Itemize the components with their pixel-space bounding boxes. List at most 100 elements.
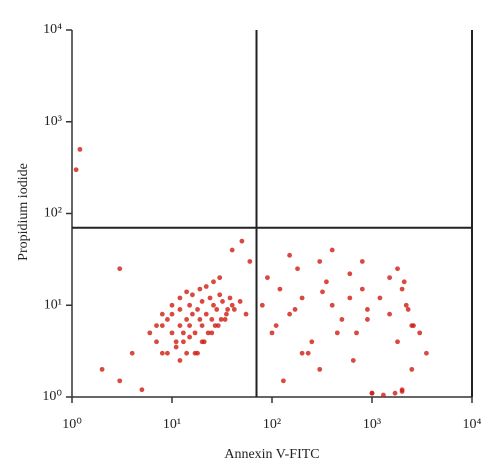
event-dot (199, 323, 205, 329)
event-dot (99, 366, 105, 372)
event-dot (203, 311, 209, 317)
event-dot (395, 266, 400, 272)
event-dot (329, 247, 335, 253)
event-dot (334, 330, 340, 336)
y-tick-label: 10⁴ (43, 22, 62, 37)
event-dot (177, 323, 183, 329)
event-dot (299, 350, 305, 356)
event-dot (117, 378, 123, 384)
event-dot (180, 339, 186, 345)
x-tick-label: 10⁴ (463, 417, 482, 432)
event-dot (187, 302, 193, 308)
event-dot (169, 330, 175, 336)
event-dot (199, 299, 205, 304)
event-dot (173, 339, 179, 345)
event-dot (169, 311, 175, 317)
event-dot (203, 284, 209, 289)
event-dot (399, 389, 405, 394)
event-dot (401, 279, 407, 285)
event-dot (192, 330, 198, 336)
event-dot (217, 275, 223, 281)
event-dot (403, 302, 409, 308)
x-tick-label: 10¹ (163, 417, 181, 432)
event-dot (292, 307, 298, 312)
event-dot (220, 299, 225, 304)
event-dot (309, 339, 315, 345)
event-dot (354, 330, 359, 336)
event-dot (195, 350, 200, 356)
event-dot (265, 275, 270, 281)
event-dot (225, 307, 231, 312)
event-dot (347, 271, 353, 277)
event-dot (350, 358, 356, 363)
y-tick-label: 10² (44, 206, 62, 221)
event-dot (173, 344, 179, 350)
event-dot (159, 323, 165, 329)
event-dot (320, 289, 325, 295)
event-dot (222, 317, 228, 322)
event-dot (324, 279, 329, 285)
event-dot (159, 350, 165, 356)
event-dot (280, 378, 286, 384)
event-dot (392, 390, 398, 396)
event-dot (205, 330, 211, 336)
event-dot (154, 339, 159, 345)
event-dot (177, 307, 183, 312)
event-dot (365, 307, 370, 312)
event-dot (395, 339, 400, 345)
event-dot (209, 317, 215, 322)
y-tick-label: 10¹ (44, 297, 62, 312)
event-dot (184, 289, 190, 295)
event-dot (237, 299, 243, 304)
x-axis-label: Annexin V-FITC (224, 447, 319, 462)
event-dot (218, 317, 224, 322)
event-dot (287, 252, 293, 258)
event-dot (369, 390, 375, 396)
event-dot (377, 295, 383, 301)
event-dot (387, 311, 393, 317)
event-dot (359, 286, 365, 292)
event-dot (177, 358, 183, 363)
event-dot (147, 330, 153, 336)
event-dot (190, 311, 195, 317)
event-dot (317, 366, 323, 372)
event-dot (165, 350, 170, 356)
event-dot (207, 295, 213, 301)
event-dot (317, 259, 323, 264)
event-dot (165, 317, 170, 322)
event-dot (184, 317, 190, 322)
event-dot (227, 295, 233, 301)
event-dot (287, 311, 293, 317)
event-dot (211, 302, 216, 308)
event-dot (295, 266, 300, 272)
event-dot (269, 330, 275, 336)
event-dot (380, 392, 386, 398)
event-dot (224, 311, 229, 317)
event-dot (424, 350, 429, 356)
x-tick-label: 10³ (363, 417, 381, 432)
event-dot (211, 279, 216, 285)
event-dot (329, 302, 335, 308)
event-dot (339, 317, 345, 322)
y-axis-label: Propidium iodide (16, 163, 31, 261)
event-dot (77, 146, 83, 152)
event-dot (259, 302, 265, 308)
event-dot (215, 323, 221, 329)
event-dot (305, 350, 311, 356)
event-dot (299, 295, 305, 301)
event-dot (359, 259, 365, 264)
event-dot (154, 323, 159, 329)
event-dot (273, 323, 279, 329)
event-dot (247, 259, 253, 264)
event-dot (184, 350, 190, 356)
event-dot (201, 339, 207, 345)
event-dot (129, 350, 135, 356)
event-dot (365, 317, 370, 322)
x-tick-label: 10² (263, 417, 281, 432)
event-dot (139, 387, 145, 393)
event-dot (195, 307, 200, 312)
event-dot (347, 295, 353, 301)
event-dot (209, 330, 215, 336)
event-dot (417, 330, 423, 336)
